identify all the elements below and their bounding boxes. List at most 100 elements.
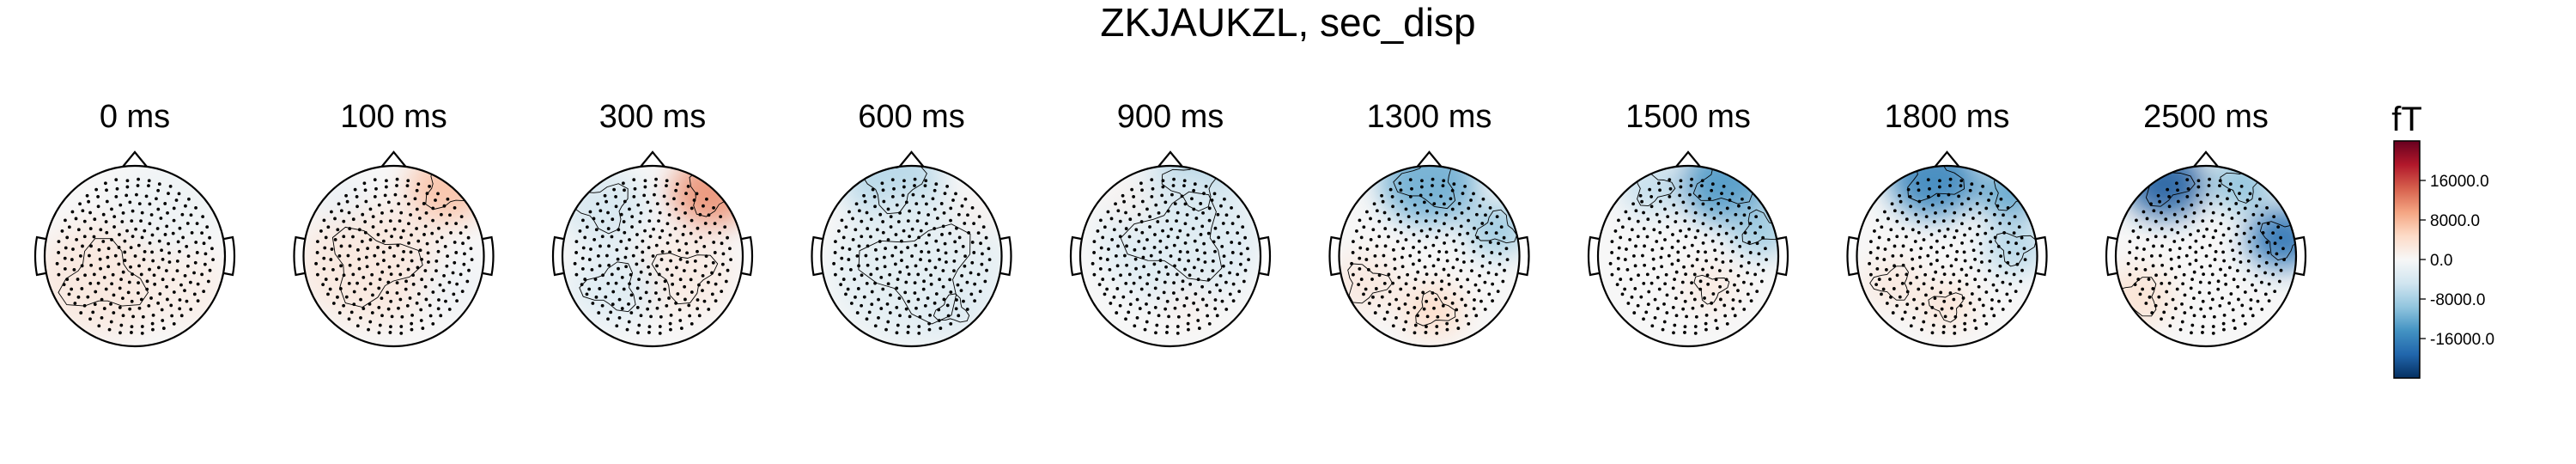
sensor-dot [121,296,125,301]
sensor-dot [951,198,955,202]
sensor-dot [956,283,960,287]
sensor-dot [987,247,991,251]
sensor-dot [2136,235,2141,240]
sensor-dot [2163,235,2167,239]
sensor-dot [1115,287,1120,290]
sensor-dot [399,211,404,215]
sensor-dot [1388,187,1393,192]
sensor-dot [1984,290,1989,294]
sensor-dot [1674,296,1678,301]
sensor-dot [955,298,958,302]
sensor-dot [2273,241,2277,246]
sensor-dot [2210,297,2215,302]
sensor-dot [1450,301,1455,305]
sensor-dot [583,278,587,281]
sensor-dot [1175,219,1178,223]
sensor-dot [183,289,186,293]
sensor-dot [1479,299,1483,303]
sensor-dot [2186,186,2190,191]
sensor-dot [1183,202,1188,206]
sensor-dot [1868,261,1872,266]
sensor-dot [381,250,386,254]
sensor-dot [126,290,131,295]
sensor-dot [617,316,622,320]
head-outline [1856,164,2038,348]
sensor-dot [1213,298,1218,302]
sensor-dot [1731,307,1735,311]
sensor-dot [368,320,373,324]
sensor-dot [1953,314,1958,319]
sensor-dot [86,295,90,299]
sensor-dot [1877,235,1881,240]
sensor-dot [1456,327,1461,330]
sensor-dot [601,273,605,278]
sensor-dot [1188,282,1193,286]
sensor-dot [875,266,879,271]
sensor-dot [1423,265,1427,269]
sensor-dot [148,222,152,226]
sensor-dot [1741,280,1746,284]
sensor-dot [2149,202,2153,206]
sensor-dot [1970,239,1974,243]
sensor-dot [1388,290,1392,294]
sensor-dot [917,235,920,240]
sensor-dot [1968,188,1972,192]
sensor-dot [453,205,457,210]
sensor-dot [1128,217,1133,222]
sensor-dot [619,240,623,243]
sensor-dot [103,181,107,186]
sensor-dot [1710,301,1714,305]
sensor-dot [1459,284,1463,289]
sensor-dot [1202,192,1206,196]
sensor-dot [2156,193,2160,198]
sensor-dot [607,244,611,248]
sensor-dot [1711,292,1716,296]
sensor-dot [696,298,700,302]
sensor-dot [2201,219,2205,223]
sensor-dot [1173,264,1176,268]
sensor-dot [937,319,941,322]
sensor-dot [161,327,166,330]
sensor-dot [1369,237,1373,241]
sensor-dot [200,231,204,235]
sensor-dot [1182,179,1187,183]
sensor-dot [949,206,953,211]
sensor-dot [141,314,145,319]
sensor-dot [926,296,930,300]
sensor-dot [635,306,640,309]
sensor-dot [1455,257,1459,261]
sensor-dot [1382,281,1387,285]
sensor-dot [1145,302,1148,306]
contour-line [1415,290,1456,327]
sensor-dot [1679,179,1683,183]
sensor-dot [165,284,169,289]
sensor-dot [904,307,908,311]
sensor-dot [954,249,958,253]
sensor-dot [380,211,384,215]
sensor-dot [1425,325,1428,329]
sensor-dot [1961,296,1965,300]
sensor-dot [2227,227,2231,230]
sensor-dot [659,314,663,319]
sensor-dot [2008,251,2012,254]
sensor-dot [2178,327,2183,332]
sensor-dot [1185,213,1189,217]
sensor-dot [98,257,102,261]
sensor-dot [1696,249,1700,253]
sensor-dot [2192,314,2196,318]
sensor-dot [1737,204,1741,208]
sensor-dot [2005,292,2009,296]
sensor-dot [142,258,146,261]
sensor-dot [330,210,333,214]
sensor-dot [914,243,918,247]
sensor-dot [2256,244,2260,248]
sensor-dot [963,254,967,259]
sensor-dot [1169,254,1173,258]
sensor-dot [2190,278,2194,282]
sensor-dot [1399,188,1403,192]
sensor-dot [125,185,130,189]
sensor-dot [1725,206,1729,211]
sensor-dot [2232,257,2236,261]
sensor-dot [718,231,722,235]
sensor-dot [135,192,138,197]
